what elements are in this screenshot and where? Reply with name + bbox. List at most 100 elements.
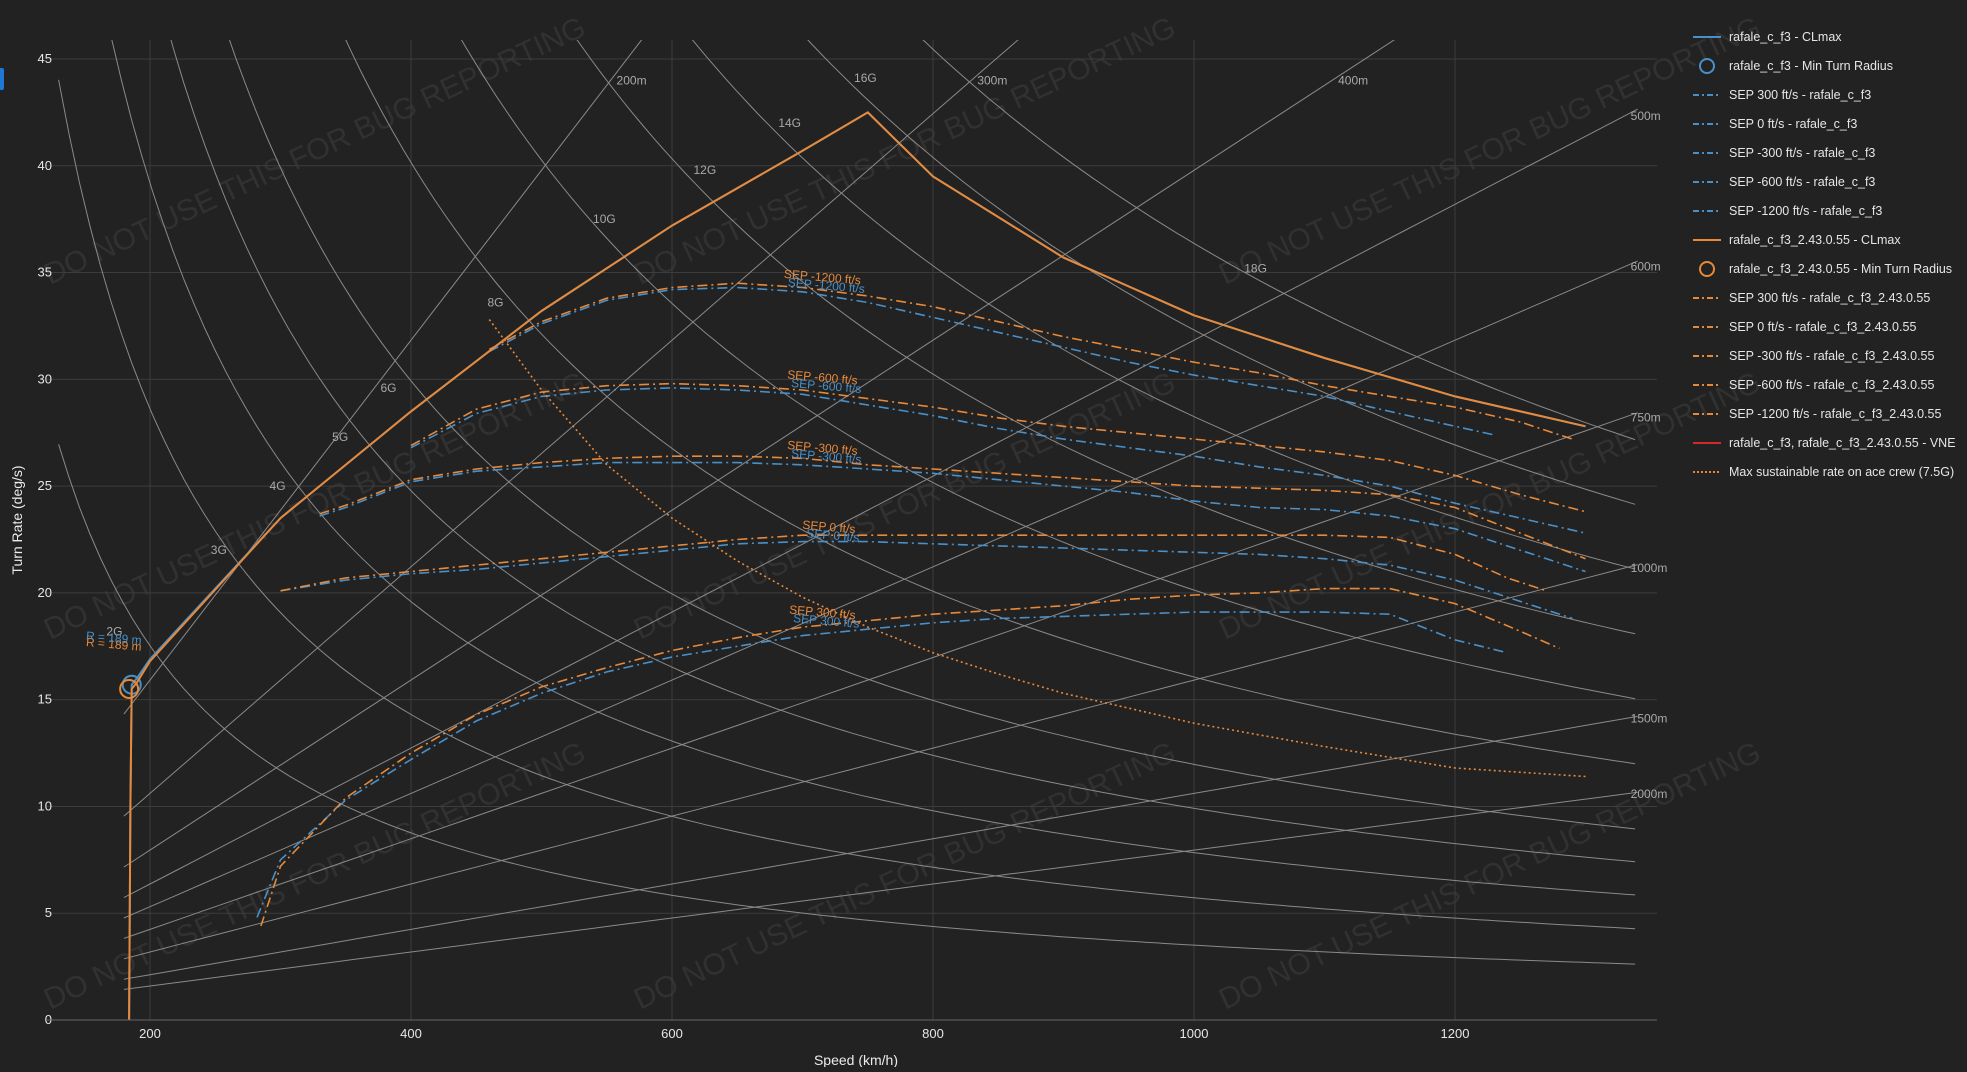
legend-label: SEP -600 ft/s - rafale_c_f3_2.43.0.55 <box>1729 378 1935 392</box>
g-load-label: 10G <box>593 212 616 226</box>
legend-item[interactable]: SEP 300 ft/s - rafale_c_f3_2.43.0.55 <box>1693 291 1930 305</box>
g-load-label: 14G <box>778 116 801 130</box>
x-axis-title: Speed (km/h) <box>814 1052 898 1067</box>
legend-label: SEP 0 ft/s - rafale_c_f3 <box>1729 117 1857 131</box>
radius-label: 400m <box>1338 73 1368 87</box>
g-load-label: 12G <box>694 163 717 177</box>
legend[interactable]: rafale_c_f3 - CLmax rafale_c_f3 - Min Tur… <box>1693 30 1956 479</box>
y-tick-label: 25 <box>38 478 52 493</box>
series-line <box>488 319 1586 778</box>
radius-label: 1500m <box>1631 712 1668 726</box>
radius-line <box>123 564 1638 960</box>
annotation-label: SEP -1200 ft/s <box>787 275 865 296</box>
x-tick-label: 800 <box>922 1026 944 1041</box>
legend-label: SEP -300 ft/s - rafale_c_f3 <box>1729 146 1875 160</box>
legend-label: SEP 300 ft/s - rafale_c_f3 <box>1729 88 1871 102</box>
radius-line <box>123 108 1638 899</box>
legend-label: rafale_c_f3, rafale_c_f3_2.43.0.55 - VNE <box>1729 436 1956 450</box>
g-load-line <box>691 40 1636 570</box>
radius-line <box>123 40 1395 868</box>
series-line <box>319 461 1586 573</box>
series-line <box>280 534 1547 592</box>
legend-item[interactable]: SEP 300 ft/s - rafale_c_f3 <box>1693 88 1871 102</box>
radius-label: 500m <box>1631 109 1661 123</box>
g-load-line <box>461 40 1636 700</box>
radius-line <box>123 791 1638 990</box>
legend-item[interactable]: SEP -300 ft/s - rafale_c_f3 <box>1693 146 1875 160</box>
legend-item[interactable]: SEP 0 ft/s - rafale_c_f3 <box>1693 117 1857 131</box>
x-tick-label: 400 <box>400 1026 422 1041</box>
annotation-label: SEP 300 ft/s <box>789 603 856 623</box>
legend-item[interactable]: SEP -600 ft/s - rafale_c_f3 <box>1693 175 1875 189</box>
series-line <box>260 587 1560 927</box>
legend-item[interactable]: SEP 0 ft/s - rafale_c_f3_2.43.0.55 <box>1693 320 1916 334</box>
g-load-label: 3G <box>211 543 227 557</box>
g-load-line <box>58 444 1636 965</box>
watermark-text: DO NOT USE THIS FOR BUG REPORTING <box>39 736 591 1017</box>
radius-label: 2000m <box>1631 787 1668 801</box>
watermark-text: DO NOT USE THIS FOR BUG REPORTING <box>629 736 1181 1017</box>
y-tick-label: 5 <box>45 905 52 920</box>
y-axis-title: Turn Rate (deg/s) <box>9 465 25 574</box>
series-line <box>128 111 1586 1020</box>
side-panel-handle[interactable] <box>0 68 4 90</box>
min-turn-radius-marker <box>119 678 140 699</box>
radius-label: 600m <box>1631 260 1661 274</box>
radius-label: 1000m <box>1631 561 1668 575</box>
legend-item[interactable]: SEP -1200 ft/s - rafale_c_f3 <box>1693 204 1882 218</box>
legend-item[interactable]: rafale_c_f3 - Min Turn Radius <box>1699 58 1893 74</box>
series-line <box>410 382 1586 513</box>
g-load-line <box>576 40 1636 635</box>
legend-label: Max sustainable rate on ace crew (7.5G) <box>1729 465 1954 479</box>
g-load-line <box>170 40 1636 863</box>
legend-label: SEP -1200 ft/s - rafale_c_f3_2.43.0.55 <box>1729 407 1941 421</box>
y-tick-label: 30 <box>38 371 52 386</box>
y-tick-label: 45 <box>38 51 52 66</box>
g-load-line <box>228 40 1636 830</box>
watermark-text: DO NOT USE THIS FOR BUG REPORTING <box>629 366 1181 647</box>
watermark-text: DO NOT USE THIS FOR BUG REPORTING <box>1214 366 1766 647</box>
legend-label: SEP 300 ft/s - rafale_c_f3_2.43.0.55 <box>1729 291 1930 305</box>
reference-labels: 2G 3G 4G 5G 6G 8G 10G 12G 14G 16G 18G 200m 300m 400m 5… <box>106 71 1667 801</box>
radius-line <box>123 40 643 715</box>
series-layer <box>119 111 1586 1020</box>
legend-label: rafale_c_f3 - Min Turn Radius <box>1729 59 1893 73</box>
series-line <box>256 611 1508 918</box>
legend-label: SEP -1200 ft/s - rafale_c_f3 <box>1729 204 1882 218</box>
legend-item[interactable]: SEP -1200 ft/s - rafale_c_f3_2.43.0.55 <box>1693 407 1941 421</box>
legend-item[interactable]: rafale_c_f3, rafale_c_f3_2.43.0.55 - VNE <box>1693 436 1956 450</box>
series-line <box>319 455 1586 560</box>
watermark-text: DO NOT USE THIS FOR BUG REPORTING <box>39 11 591 292</box>
legend-item[interactable]: rafale_c_f3_2.43.0.55 - Min Turn Radius <box>1699 261 1952 277</box>
legend-label: rafale_c_f3 - CLmax <box>1729 30 1842 44</box>
g-load-label: 2G <box>106 624 122 638</box>
legend-marker-icon <box>1699 261 1715 277</box>
annotation-label: SEP -600 ft/s <box>791 376 862 396</box>
legend-item[interactable]: SEP -600 ft/s - rafale_c_f3_2.43.0.55 <box>1693 378 1935 392</box>
annotation-label: SEP 0 ft/s <box>802 518 856 537</box>
legend-item[interactable]: Max sustainable rate on ace crew (7.5G) <box>1693 465 1954 479</box>
annotation-label: R = 189 m <box>85 629 142 648</box>
y-tick-label: 10 <box>38 798 52 813</box>
legend-item[interactable]: rafale_c_f3_2.43.0.55 - CLmax <box>1693 233 1901 247</box>
g-load-label: 18G <box>1244 261 1267 275</box>
legend-label: rafale_c_f3_2.43.0.55 - CLmax <box>1729 233 1901 247</box>
g-load-label: 8G <box>487 295 503 309</box>
legend-label: SEP -300 ft/s - rafale_c_f3_2.43.0.55 <box>1729 349 1935 363</box>
radius-line <box>123 412 1638 939</box>
g-load-line <box>345 40 1636 765</box>
y-tick-label: 15 <box>38 692 52 707</box>
legend-item[interactable]: rafale_c_f3 - CLmax <box>1693 30 1842 44</box>
radius-line <box>123 40 1019 817</box>
watermark-layer: DO NOT USE THIS FOR BUG REPORTING DO NOT … <box>39 11 1766 1017</box>
g-load-label: 6G <box>380 381 396 395</box>
watermark-text: DO NOT USE THIS FOR BUG REPORTING <box>1214 11 1766 292</box>
axes: 20040060080010001200051015202530354045Sp… <box>9 51 1657 1068</box>
x-tick-label: 1000 <box>1180 1026 1209 1041</box>
annotation-label: SEP 300 ft/s <box>793 611 860 631</box>
annotation-label: SEP -1200 ft/s <box>783 267 861 288</box>
legend-item[interactable]: SEP -300 ft/s - rafale_c_f3_2.43.0.55 <box>1693 349 1935 363</box>
